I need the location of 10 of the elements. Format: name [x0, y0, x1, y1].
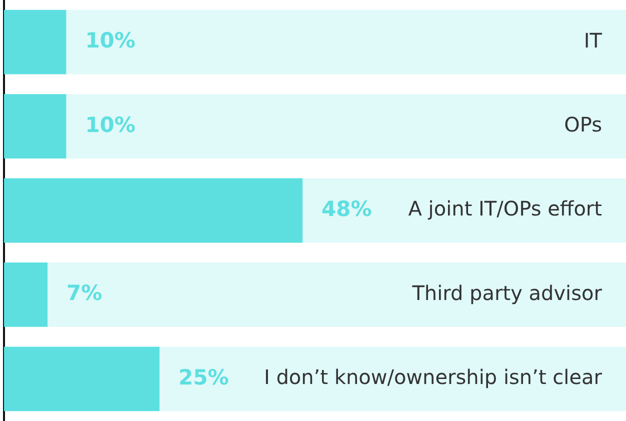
data-label: 7% — [66, 281, 102, 306]
data-label: 10% — [85, 112, 136, 137]
y-tick-label: I don’t know/ownership isn’t clear — [264, 365, 603, 390]
y-tick-label: IT — [584, 28, 603, 52]
y-tick-label: OPs — [564, 112, 602, 137]
data-label: 48% — [322, 196, 372, 221]
data-label: 25% — [178, 365, 229, 390]
y-tick-label: A joint IT/OPs effort — [408, 196, 602, 221]
y-tick-label: Third party advisor — [411, 280, 603, 305]
data-label: 10% — [85, 28, 136, 53]
